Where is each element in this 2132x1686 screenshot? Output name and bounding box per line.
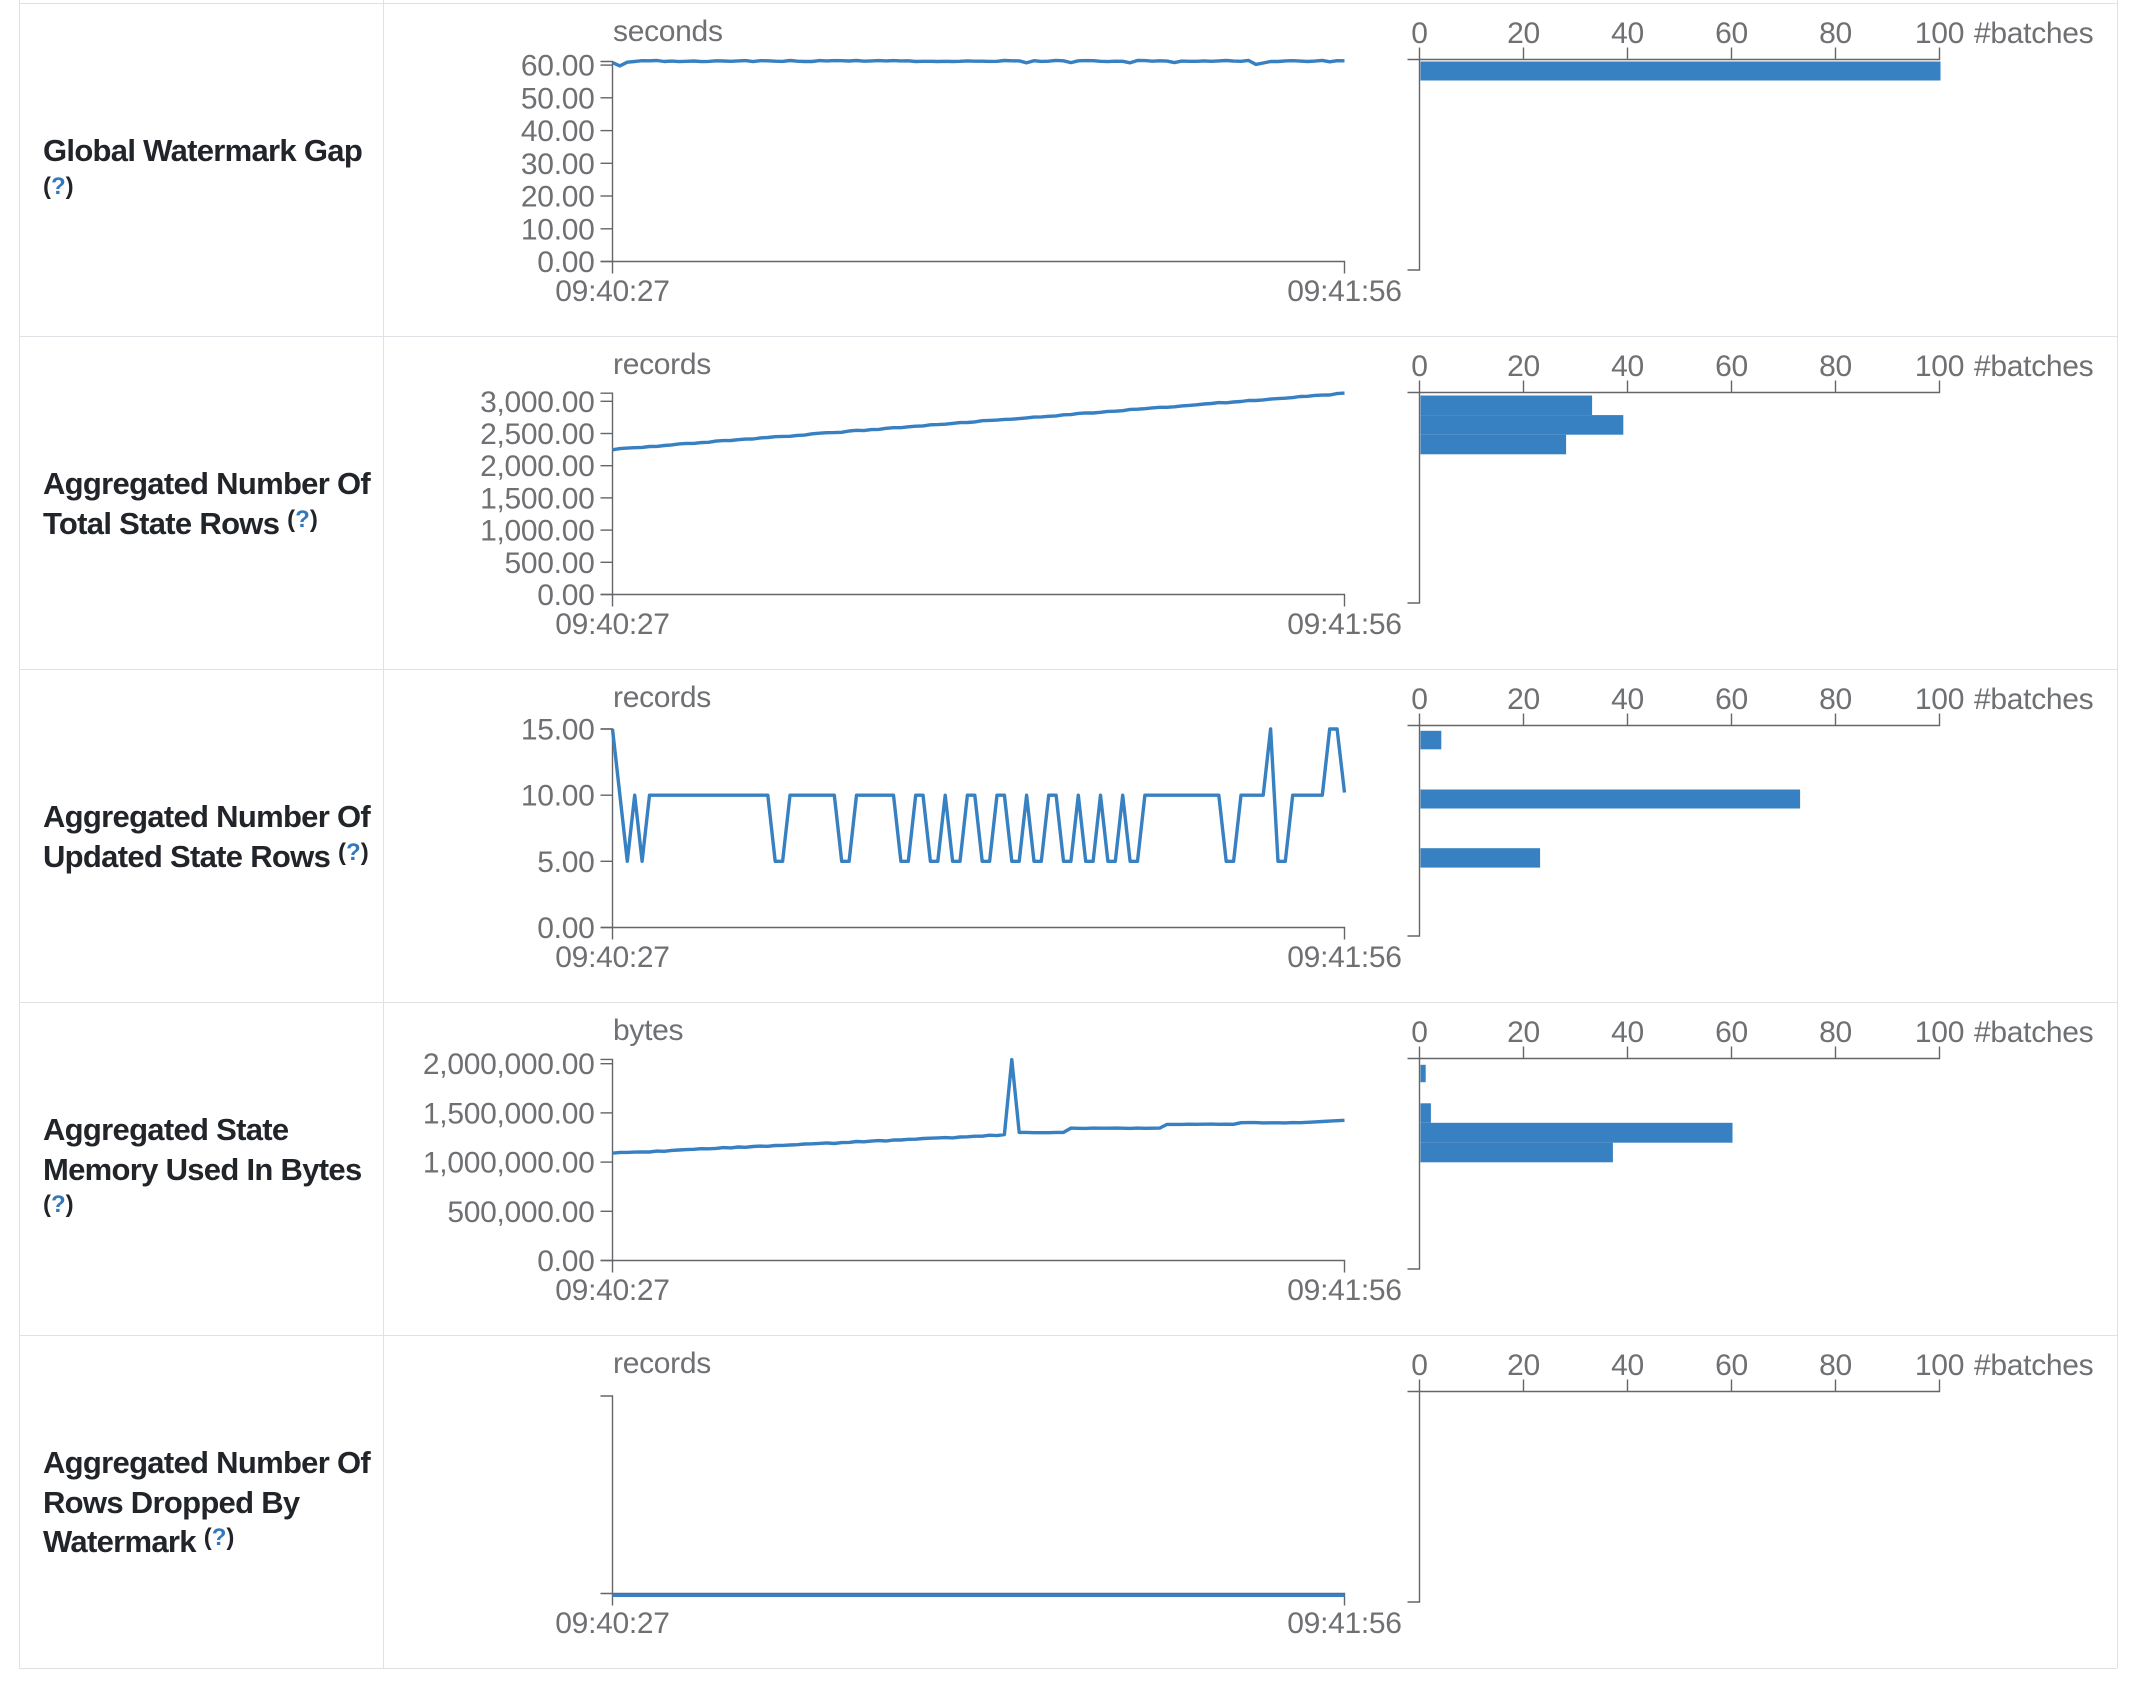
svg-text:60: 60 [1715,683,1748,716]
svg-text:60: 60 [1715,1349,1748,1382]
svg-text:10.00: 10.00 [521,779,595,812]
svg-text:1,000,000.00: 1,000,000.00 [423,1146,595,1179]
svg-text:80: 80 [1819,1349,1852,1382]
svg-text:20: 20 [1507,350,1540,383]
svg-text:500.00: 500.00 [505,546,595,579]
svg-text:40: 40 [1611,350,1644,383]
svg-text:500,000.00: 500,000.00 [447,1195,594,1228]
svg-text:3,000.00: 3,000.00 [480,385,594,418]
svg-text:60: 60 [1715,17,1748,50]
svg-text:09:41:56: 09:41:56 [1287,1607,1401,1640]
svg-text:50.00: 50.00 [521,82,595,115]
svg-text:30.00: 30.00 [521,147,595,180]
svg-text:#batches: #batches [1974,1016,2093,1049]
svg-text:1,500,000.00: 1,500,000.00 [423,1097,595,1130]
svg-text:80: 80 [1819,350,1852,383]
svg-text:records: records [613,348,711,381]
svg-text:09:40:27: 09:40:27 [555,941,669,974]
svg-text:40: 40 [1611,1349,1644,1382]
svg-text:09:40:27: 09:40:27 [555,275,669,308]
svg-text:20: 20 [1507,683,1540,716]
svg-text:5.00: 5.00 [537,845,594,878]
svg-text:09:41:56: 09:41:56 [1287,941,1401,974]
svg-text:100: 100 [1915,1349,1964,1382]
svg-text:80: 80 [1819,17,1852,50]
svg-text:80: 80 [1819,683,1852,716]
svg-text:2,000,000.00: 2,000,000.00 [423,1048,595,1081]
svg-text:60.00: 60.00 [521,49,595,82]
svg-text:100: 100 [1915,17,1964,50]
svg-text:09:40:27: 09:40:27 [555,1274,669,1307]
svg-text:20: 20 [1507,1349,1540,1382]
svg-text:bytes: bytes [613,1014,683,1047]
svg-text:40: 40 [1611,683,1644,716]
svg-text:40: 40 [1611,1016,1644,1049]
svg-text:records: records [613,1347,711,1380]
svg-text:60: 60 [1715,1016,1748,1049]
svg-text:seconds: seconds [613,15,723,48]
svg-text:#batches: #batches [1974,350,2093,383]
svg-text:20: 20 [1507,1016,1540,1049]
svg-text:0.00: 0.00 [537,246,594,279]
svg-text:1,500.00: 1,500.00 [480,482,594,515]
svg-text:40: 40 [1611,17,1644,50]
svg-text:#batches: #batches [1974,1349,2093,1382]
svg-text:20.00: 20.00 [521,180,595,213]
svg-text:#batches: #batches [1974,683,2093,716]
svg-text:09:41:56: 09:41:56 [1287,1274,1401,1307]
svg-text:100: 100 [1915,683,1964,716]
svg-text:40.00: 40.00 [521,115,595,148]
svg-text:09:40:27: 09:40:27 [555,1607,669,1640]
svg-text:0.00: 0.00 [537,912,594,945]
svg-text:10.00: 10.00 [521,213,595,246]
svg-text:2,500.00: 2,500.00 [480,418,594,451]
svg-text:0: 0 [1411,17,1427,50]
svg-text:#batches: #batches [1974,17,2093,50]
svg-text:2,000.00: 2,000.00 [480,450,594,483]
svg-text:0: 0 [1411,350,1427,383]
svg-text:15.00: 15.00 [521,713,595,746]
svg-text:0.00: 0.00 [537,579,594,612]
svg-text:20: 20 [1507,17,1540,50]
svg-text:80: 80 [1819,1016,1852,1049]
svg-text:09:41:56: 09:41:56 [1287,275,1401,308]
svg-text:09:41:56: 09:41:56 [1287,608,1401,641]
svg-text:60: 60 [1715,350,1748,383]
svg-text:0: 0 [1411,1349,1427,1382]
svg-text:09:40:27: 09:40:27 [555,608,669,641]
svg-text:0.00: 0.00 [537,1245,594,1278]
svg-text:records: records [613,681,711,714]
svg-text:1,000.00: 1,000.00 [480,514,594,547]
svg-text:100: 100 [1915,350,1964,383]
svg-text:0: 0 [1411,683,1427,716]
svg-text:0: 0 [1411,1016,1427,1049]
svg-text:100: 100 [1915,1016,1964,1049]
